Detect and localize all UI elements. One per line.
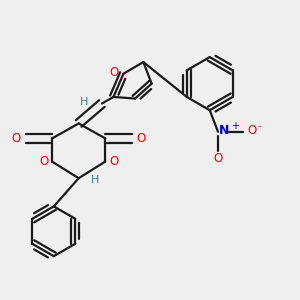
Text: -: - [258, 122, 261, 131]
Text: O: O [110, 65, 119, 79]
Text: O: O [109, 155, 118, 168]
Text: O: O [39, 155, 49, 168]
Text: +: + [231, 121, 239, 131]
Text: O: O [136, 132, 146, 145]
Text: O: O [247, 124, 256, 137]
Text: O: O [213, 152, 223, 165]
Text: H: H [90, 175, 99, 185]
Text: O: O [12, 132, 21, 145]
Text: N: N [219, 124, 229, 136]
Text: H: H [80, 97, 88, 107]
